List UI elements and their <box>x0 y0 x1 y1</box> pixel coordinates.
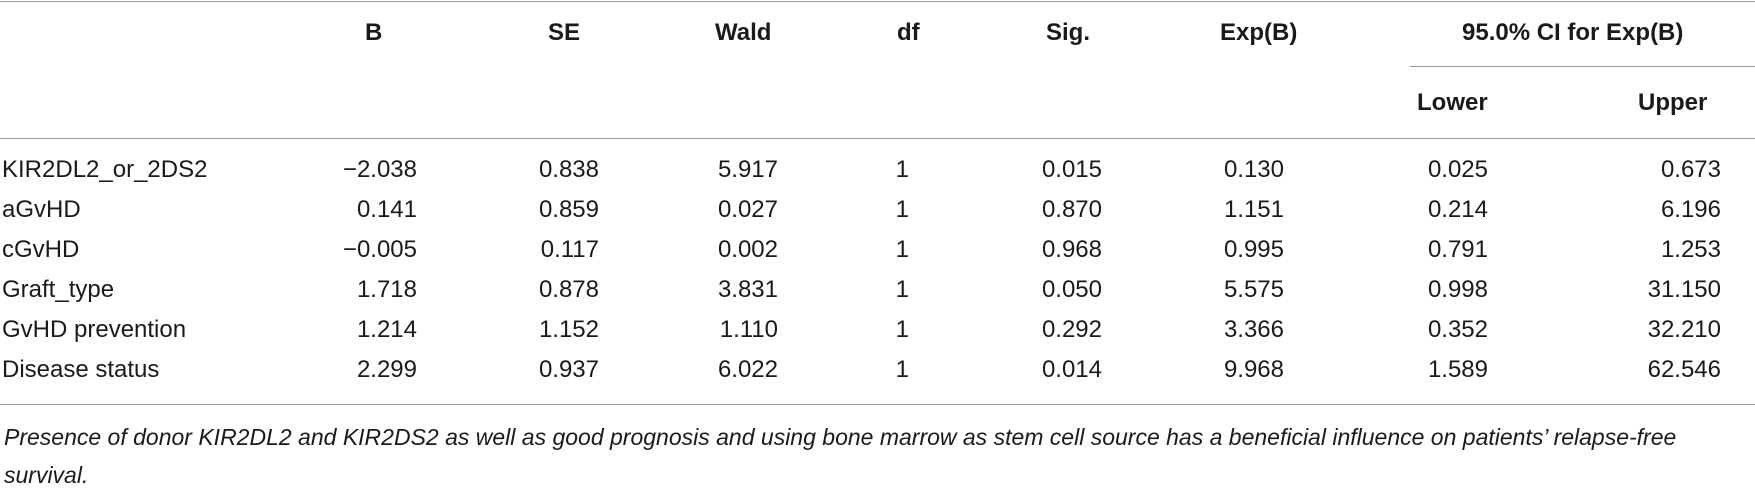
cell-sig: 0.870 <box>1041 196 1102 223</box>
cell-se: 0.937 <box>538 356 599 383</box>
cell-lower: 0.352 <box>1427 316 1488 343</box>
row-label: Disease status <box>2 356 160 383</box>
cell-b: −0.005 <box>342 236 417 263</box>
ci-header-rule <box>1410 66 1755 67</box>
cell-lower: 0.214 <box>1427 196 1488 223</box>
table-bottom-rule <box>0 404 1755 405</box>
cell-sig: 0.015 <box>1041 156 1102 183</box>
cell-sig: 0.014 <box>1041 356 1102 383</box>
cell-sig: 0.050 <box>1041 276 1102 303</box>
cell-expb: 0.995 <box>1223 236 1284 263</box>
cell-b: 0.141 <box>356 196 417 223</box>
cell-expb: 0.130 <box>1223 156 1284 183</box>
cell-upper: 0.673 <box>1660 156 1721 183</box>
row-label: aGvHD <box>2 196 81 223</box>
cell-expb: 1.151 <box>1223 196 1284 223</box>
cell-df: 1 <box>895 156 909 183</box>
cell-lower: 0.998 <box>1427 276 1488 303</box>
cell-wald: 6.022 <box>717 356 778 383</box>
cell-df: 1 <box>895 356 909 383</box>
cell-se: 0.878 <box>538 276 599 303</box>
table-footnote: Presence of donor KIR2DL2 and KIR2DS2 as… <box>4 424 1677 488</box>
cell-wald: 0.002 <box>717 236 778 263</box>
cell-sig: 0.968 <box>1041 236 1102 263</box>
cell-upper: 31.150 <box>1647 276 1721 303</box>
table-top-rule <box>0 1 1755 2</box>
cell-upper: 6.196 <box>1660 196 1721 223</box>
header-wald: Wald <box>715 19 772 46</box>
cell-sig: 0.292 <box>1041 316 1102 343</box>
header-ci: 95.0% CI for Exp(B) <box>1462 19 1684 46</box>
cell-b: −2.038 <box>342 156 417 183</box>
header-upper: Upper <box>1638 89 1708 116</box>
cell-se: 1.152 <box>538 316 599 343</box>
cell-b: 1.214 <box>356 316 417 343</box>
cell-lower: 0.025 <box>1427 156 1488 183</box>
cell-lower: 1.589 <box>1427 356 1488 383</box>
row-label: cGvHD <box>2 236 80 263</box>
cell-wald: 5.917 <box>717 156 778 183</box>
row-label: Graft_type <box>2 276 115 303</box>
header-sig: Sig. <box>1046 19 1091 46</box>
header-bottom-rule <box>0 138 1755 139</box>
header-lower: Lower <box>1417 89 1488 116</box>
header-b: B <box>365 19 383 46</box>
cell-upper: 32.210 <box>1647 316 1721 343</box>
header-se: SE <box>548 19 581 46</box>
cell-wald: 1.110 <box>719 316 778 343</box>
cell-se: 0.117 <box>540 236 599 263</box>
cell-upper: 62.546 <box>1647 356 1721 383</box>
cell-lower: 0.791 <box>1427 236 1488 263</box>
cell-se: 0.838 <box>538 156 599 183</box>
cell-wald: 3.831 <box>717 276 778 303</box>
header-df: df <box>897 19 920 46</box>
cell-wald: 0.027 <box>717 196 778 223</box>
cell-df: 1 <box>895 276 909 303</box>
cell-b: 1.718 <box>356 276 417 303</box>
cell-expb: 3.366 <box>1223 316 1284 343</box>
cell-b: 2.299 <box>356 356 417 383</box>
cell-df: 1 <box>895 316 909 343</box>
row-label: KIR2DL2_or_2DS2 <box>2 156 208 183</box>
header-expb: Exp(B) <box>1220 19 1298 46</box>
cell-se: 0.859 <box>538 196 599 223</box>
row-label: GvHD prevention <box>2 316 187 343</box>
cell-df: 1 <box>895 196 909 223</box>
cell-expb: 9.968 <box>1223 356 1284 383</box>
cell-expb: 5.575 <box>1223 276 1284 303</box>
cell-upper: 1.253 <box>1660 236 1721 263</box>
cell-df: 1 <box>895 236 909 263</box>
